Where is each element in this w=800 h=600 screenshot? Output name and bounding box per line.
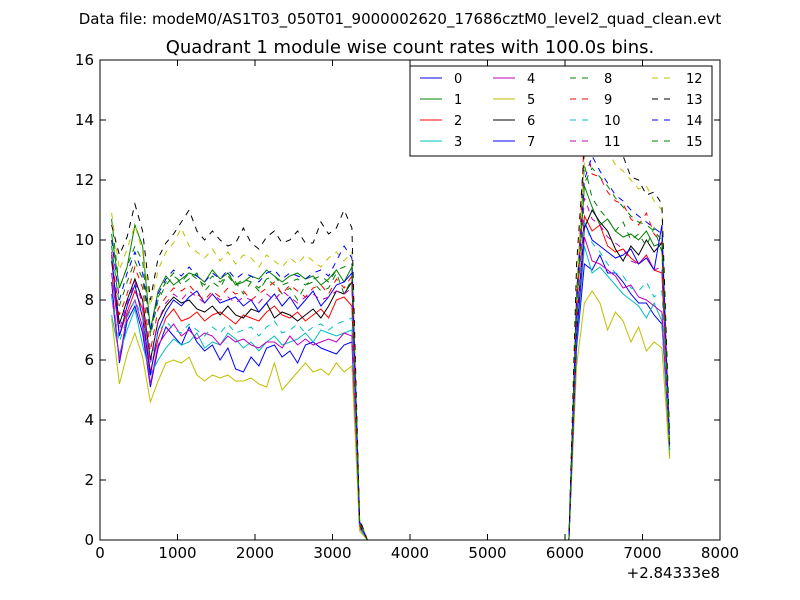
legend-label-7: 7 <box>527 135 535 150</box>
y-tick-label: 14 <box>75 111 94 129</box>
legend-label-6: 6 <box>527 114 535 129</box>
legend-label-2: 2 <box>454 114 462 129</box>
y-tick-label: 6 <box>84 351 94 369</box>
x-tick-label: 3000 <box>313 544 351 562</box>
y-tick-label: 10 <box>75 231 94 249</box>
legend-label-12: 12 <box>686 72 703 87</box>
legend-label-8: 8 <box>604 72 612 87</box>
x-tick-label: 5000 <box>468 544 506 562</box>
y-tick-label: 2 <box>84 471 94 489</box>
figure-suptitle: Data file: modeM0/AS1T03_050T01_90000026… <box>79 10 722 29</box>
x-tick-label: 2000 <box>236 544 274 562</box>
legend-label-13: 13 <box>686 93 703 108</box>
legend-label-15: 15 <box>686 135 703 150</box>
legend-label-0: 0 <box>454 72 462 87</box>
x-axis: 0 1000 2000 3000 4000 5000 6000 7000 8000 <box>95 60 739 562</box>
x-tick-label: 8000 <box>701 544 739 562</box>
chart-title: Quadrant 1 module wise count rates with … <box>166 37 655 58</box>
series-line-9 <box>111 131 671 541</box>
x-tick-label: 6000 <box>546 544 584 562</box>
y-tick-label: 16 <box>75 51 94 69</box>
legend-label-14: 14 <box>686 114 703 129</box>
y-tick-label: 12 <box>75 171 94 189</box>
legend-label-3: 3 <box>454 135 462 150</box>
legend-label-9: 9 <box>604 93 612 108</box>
x-tick-label: 0 <box>95 544 105 562</box>
x-offset-label: +2.84333e8 <box>627 564 720 582</box>
legend-label-11: 11 <box>604 135 621 150</box>
y-tick-label: 0 <box>84 531 94 549</box>
x-tick-label: 4000 <box>391 544 429 562</box>
legend-label-1: 1 <box>454 93 462 108</box>
legend-label-10: 10 <box>604 114 621 129</box>
y-tick-label: 4 <box>84 411 94 429</box>
legend-label-4: 4 <box>527 72 535 87</box>
y-tick-label: 8 <box>84 291 94 309</box>
x-tick-label: 1000 <box>158 544 196 562</box>
legend-box <box>409 65 713 157</box>
legend-label-5: 5 <box>527 93 535 108</box>
x-tick-label: 7000 <box>623 544 661 562</box>
